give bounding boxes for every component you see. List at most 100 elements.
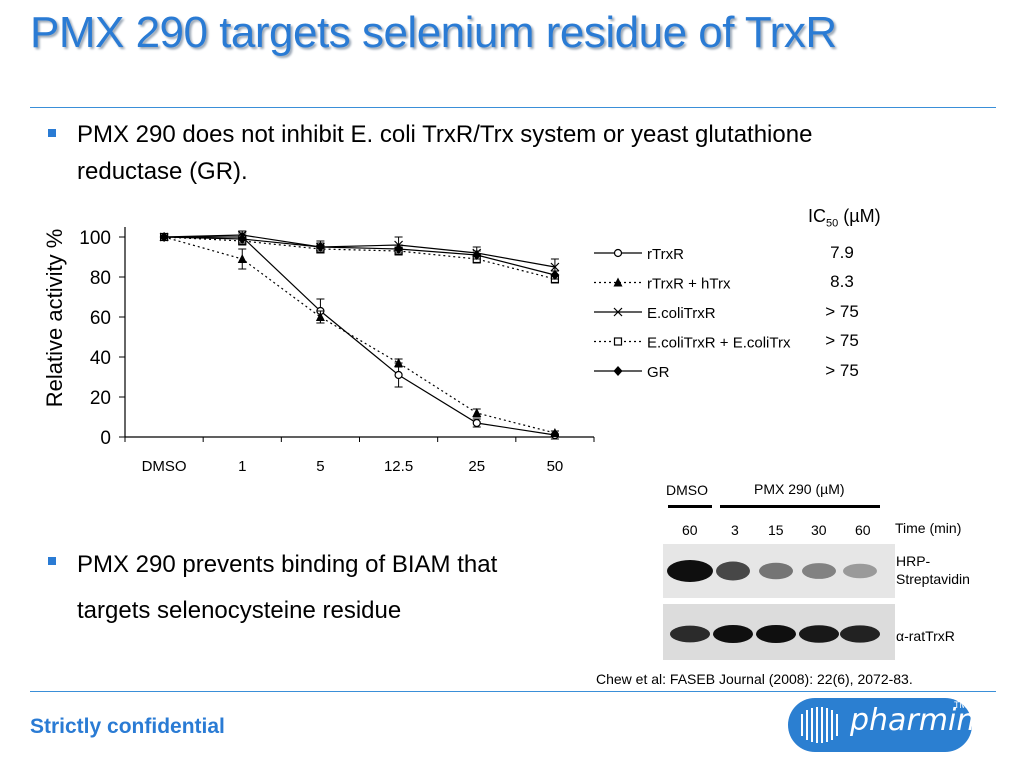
blot-row-1-label-line-2: Streptavidin bbox=[896, 571, 970, 587]
data-point bbox=[394, 370, 403, 380]
blot-band bbox=[670, 625, 710, 643]
blot-time-2: 3 bbox=[731, 522, 739, 538]
series-line bbox=[164, 236, 556, 276]
legend-item-0: rTrxR bbox=[594, 246, 684, 263]
ic50-header: IC50 (µM) bbox=[808, 206, 881, 230]
blot-time-4: 30 bbox=[811, 522, 827, 538]
x-tick-label: 50 bbox=[547, 458, 564, 475]
x-tick-label: 5 bbox=[316, 458, 324, 475]
blot-time-3: 15 bbox=[768, 522, 784, 538]
x-tick-label: 25 bbox=[468, 458, 485, 475]
series-2 bbox=[159, 230, 560, 276]
x-tick-label: 1 bbox=[238, 458, 246, 475]
blot-dmso-label: DMSO bbox=[666, 482, 708, 498]
blot-pmx-label: PMX 290 (µM) bbox=[754, 481, 845, 497]
data-point bbox=[472, 408, 482, 417]
blot-band bbox=[759, 562, 793, 580]
legend-marker bbox=[613, 248, 623, 258]
legend-label: E.coliTrxR + E.coliTrx bbox=[647, 335, 791, 352]
ic50-value-2: 8.3 bbox=[830, 272, 854, 291]
x-marker-stroke bbox=[550, 262, 560, 272]
footer-confidential: Strictly confidential bbox=[30, 715, 225, 738]
y-axis-label: Relative activity % bbox=[42, 229, 67, 408]
legend-label: rTrxR + hTrx bbox=[647, 276, 731, 293]
legend-marker bbox=[613, 307, 623, 317]
blot-time-1: 60 bbox=[682, 522, 698, 538]
bullet-marker-1 bbox=[48, 129, 56, 137]
data-point bbox=[472, 250, 482, 260]
data-point bbox=[550, 270, 560, 280]
blot-dmso-bar bbox=[668, 505, 712, 508]
legend-label: E.coliTrxR bbox=[647, 305, 716, 322]
x-tick-label: DMSO bbox=[142, 458, 187, 475]
series-3 bbox=[159, 232, 560, 284]
series-line bbox=[164, 234, 556, 268]
bullet-text-1: PMX 290 does not inhibit E. coli TrxR/Tr… bbox=[77, 116, 977, 190]
blot-band bbox=[756, 625, 796, 643]
legend-item-3: E.coliTrxR + E.coliTrx bbox=[594, 335, 791, 352]
ic50-label-suffix: (µM) bbox=[838, 206, 881, 226]
data-point bbox=[315, 242, 325, 252]
legend-item-2: E.coliTrxR bbox=[594, 305, 716, 322]
bullet-marker-2 bbox=[48, 557, 56, 565]
data-point bbox=[315, 312, 325, 321]
logo-trademark: TM bbox=[954, 700, 967, 710]
data-point bbox=[472, 418, 481, 428]
legend-item-4: GR bbox=[594, 364, 670, 381]
series-line bbox=[164, 236, 556, 280]
blot-band bbox=[716, 561, 750, 581]
blot-row-1-label: HRP- Streptavidin bbox=[896, 552, 970, 588]
data-point bbox=[394, 244, 404, 254]
ic50-label-sub: 50 bbox=[826, 217, 839, 230]
footer-divider bbox=[30, 691, 996, 692]
ic50-value-5: > 75 bbox=[825, 361, 859, 380]
bullet-1-line-2: reductase (GR). bbox=[77, 158, 248, 185]
data-point bbox=[550, 428, 560, 437]
chart-series bbox=[159, 230, 560, 440]
activity-chart: Relative activity % 0 20 40 60 80 100 DMSO 1 5 12… bbox=[42, 227, 791, 475]
series-4 bbox=[159, 232, 560, 280]
series-line bbox=[164, 236, 556, 436]
legend-item-1: rTrxR + hTrx bbox=[594, 276, 731, 293]
bullet-2-line-2: targets selenocysteine residue bbox=[77, 597, 402, 624]
blot-band bbox=[843, 563, 877, 579]
y-tick-label: 0 bbox=[100, 428, 111, 449]
data-point bbox=[237, 234, 247, 244]
y-tick-label: 80 bbox=[90, 268, 111, 289]
y-tick-label: 40 bbox=[90, 348, 111, 369]
ic50-label-prefix: IC bbox=[808, 206, 826, 226]
series-0 bbox=[159, 232, 560, 440]
bullet-text-2: PMX 290 prevents binding of BIAM that ta… bbox=[77, 542, 617, 634]
data-point bbox=[550, 262, 560, 272]
western-blot-image bbox=[663, 544, 895, 660]
blot-row-1-label-line-1: HRP- bbox=[896, 553, 931, 569]
data-point bbox=[159, 232, 169, 242]
logo-stripes-icon bbox=[801, 707, 838, 743]
data-point bbox=[394, 358, 404, 367]
company-logo bbox=[788, 698, 972, 752]
y-tick-label: 60 bbox=[90, 308, 111, 329]
blot-time-label: Time (min) bbox=[895, 520, 962, 536]
series-line bbox=[163, 236, 556, 434]
y-tick-label: 100 bbox=[79, 228, 111, 249]
chart-axes: 0 20 40 60 80 100 DMSO 1 5 12.5 25 50 bbox=[79, 227, 595, 475]
x-tick-label: 12.5 bbox=[384, 458, 413, 475]
legend-marker bbox=[613, 337, 623, 346]
chart-legend: rTrxR rTrxR + hTrx E.coliTrxR E.coliTrxR + … bbox=[594, 246, 791, 381]
data-point bbox=[237, 254, 247, 263]
bullet-2-line-1: PMX 290 prevents binding of BIAM that bbox=[77, 551, 498, 578]
blot-pmx-bar bbox=[720, 505, 880, 508]
legend-marker bbox=[613, 277, 623, 287]
blot-band bbox=[713, 625, 753, 643]
ic50-value-3: > 75 bbox=[825, 302, 859, 321]
legend-label: rTrxR bbox=[647, 246, 684, 263]
ic50-value-1: 7.9 bbox=[830, 243, 854, 262]
legend-marker bbox=[613, 366, 623, 376]
title-divider bbox=[30, 107, 996, 108]
blot-bands bbox=[667, 560, 880, 643]
series-1 bbox=[159, 232, 560, 437]
logo-text: pharminox bbox=[850, 703, 1012, 738]
blot-band bbox=[799, 625, 839, 643]
y-tick-label: 20 bbox=[90, 388, 111, 409]
ic50-value-4: > 75 bbox=[825, 331, 859, 350]
